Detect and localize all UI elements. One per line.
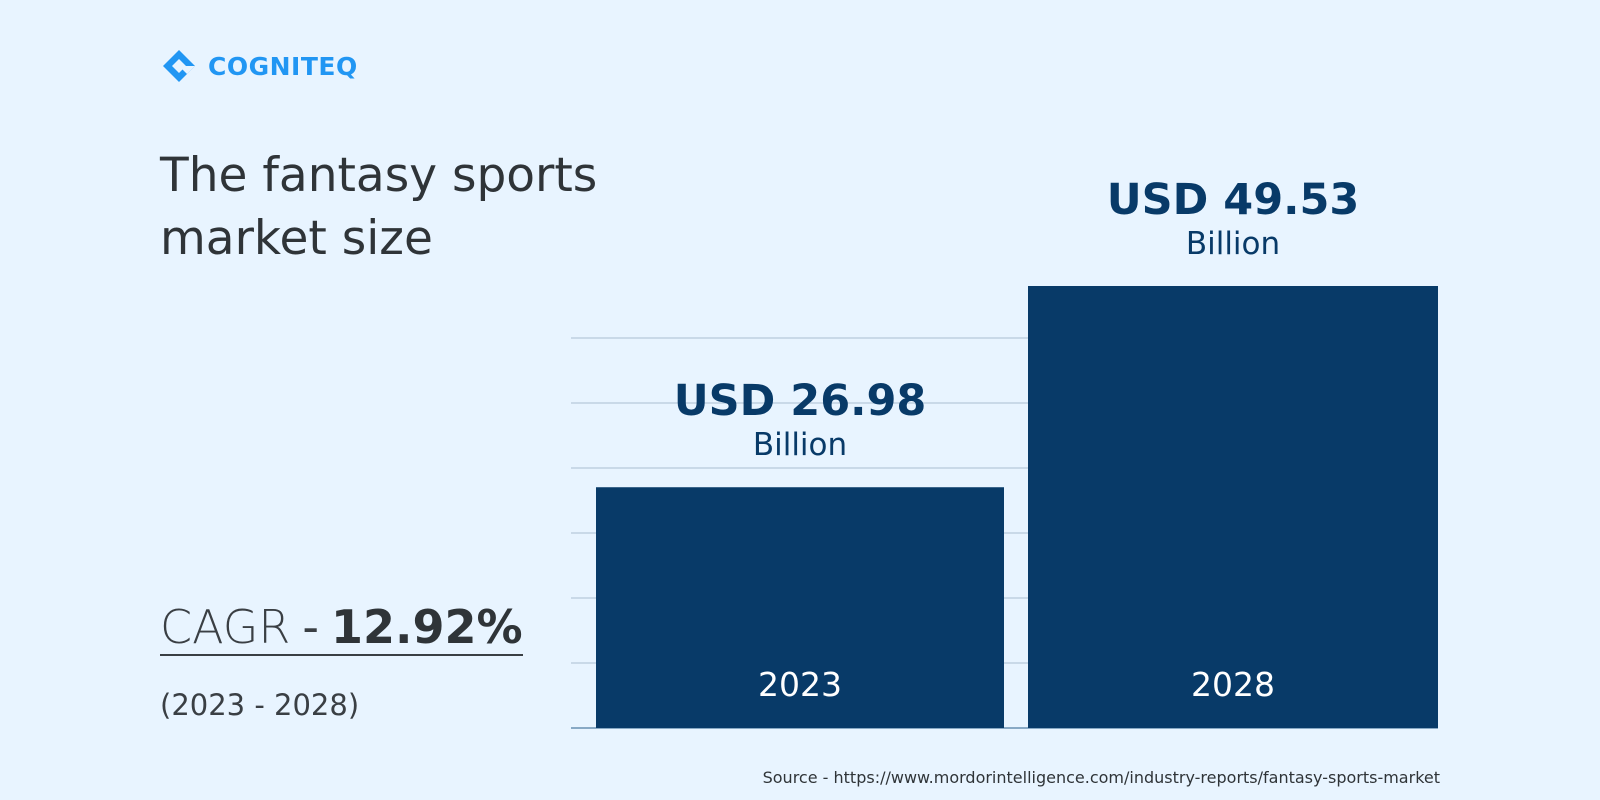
category-label-2028: 2028 — [1191, 665, 1275, 704]
category-label-2023: 2023 — [758, 665, 842, 704]
page-title: The fantasy sports market size — [160, 148, 598, 266]
bar-2028 — [1028, 286, 1438, 728]
bar-unit-label-2028: Billion — [1186, 226, 1280, 262]
brand-logo: COGNITEQ — [160, 47, 358, 85]
bar-2023 — [596, 487, 1004, 728]
cagr-separator: - — [302, 600, 319, 654]
cagr-label: CAGR — [160, 600, 291, 654]
bar-value-label-2023: USD 26.98 — [674, 376, 927, 426]
cagr-value: 12.92% — [331, 600, 523, 654]
cagr-period: (2023 - 2028) — [160, 688, 360, 722]
cagr-summary: CAGR - 12.92% — [160, 604, 523, 656]
cogniteq-logo-icon — [163, 50, 195, 82]
source-citation: Source - https://www.mordorintelligence.… — [762, 768, 1440, 787]
brand-name: COGNITEQ — [208, 51, 358, 81]
bar-unit-label-2023: Billion — [753, 427, 847, 463]
bar-value-label-2028: USD 49.53 — [1107, 175, 1360, 225]
